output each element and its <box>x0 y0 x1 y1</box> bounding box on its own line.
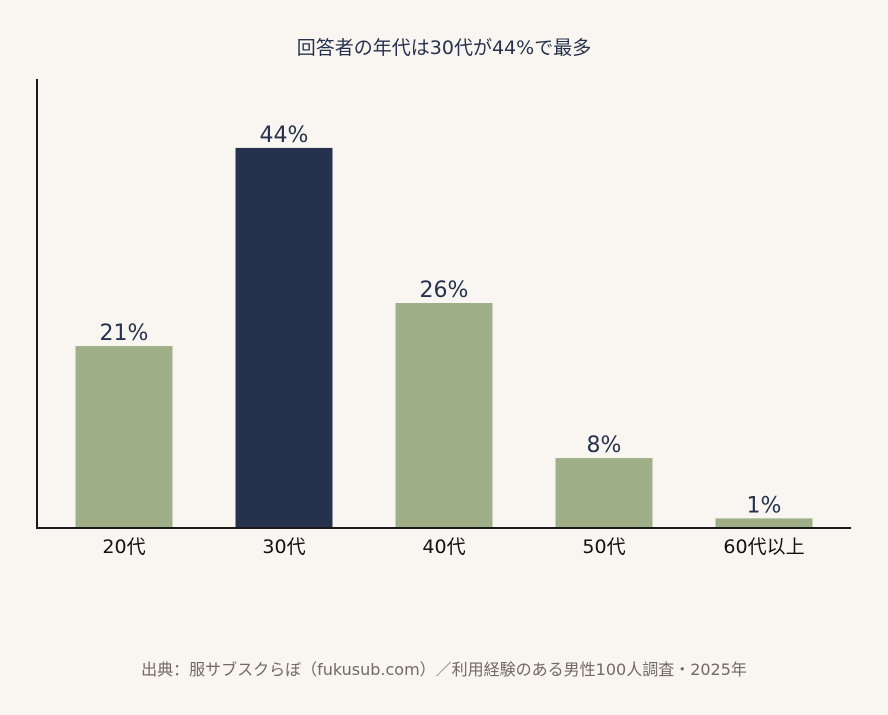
data-label-2: 44% <box>260 123 309 148</box>
data-label-4: 8% <box>587 433 622 458</box>
axis-layer <box>36 79 851 529</box>
x-tick-label-5: 60代以上 <box>723 536 804 558</box>
x-tick-label-4: 50代 <box>582 536 625 558</box>
x-tick-label-3: 40代 <box>422 536 465 558</box>
bar-4 <box>555 458 653 527</box>
source-note: 出典：服サブスクらぼ（fukusub.com）／利用経験のある男性100人調査・… <box>141 660 747 679</box>
data-label-5: 1% <box>747 493 782 518</box>
data-labels-layer: 21% 44% 26% 8% 1% <box>100 123 782 518</box>
x-tick-label-1: 20代 <box>102 536 145 558</box>
bars-layer <box>75 147 813 527</box>
data-label-1: 21% <box>100 321 149 346</box>
x-tick-label-2: 30代 <box>262 536 305 558</box>
x-tick-labels-layer: 20代 30代 40代 50代 60代以上 <box>102 536 804 558</box>
bar-3 <box>395 303 493 527</box>
bar-5 <box>715 518 813 527</box>
chart-title: 回答者の年代は30代が44%で最多 <box>296 37 592 59</box>
bar-1 <box>75 346 173 527</box>
bar-2 <box>235 147 333 527</box>
data-label-3: 26% <box>420 278 469 303</box>
